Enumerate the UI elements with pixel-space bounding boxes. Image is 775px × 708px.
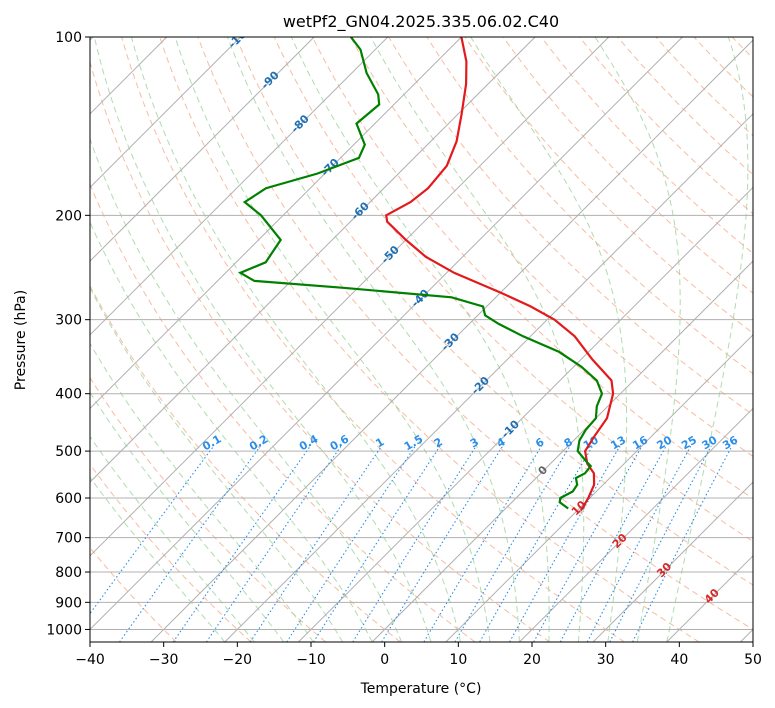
mixing-ratio-line xyxy=(286,445,416,642)
x-tick-label: −10 xyxy=(296,652,326,668)
x-tick-label: −30 xyxy=(149,652,179,668)
mixing-ratio-line xyxy=(632,445,733,642)
y-tick-label: 800 xyxy=(55,565,82,581)
plot-frame xyxy=(89,36,754,643)
y-axis-title: Pressure (hPa) xyxy=(13,290,29,390)
y-tick-label: 600 xyxy=(55,491,82,507)
x-tick-label: 40 xyxy=(670,652,688,668)
mixing-ratio-line xyxy=(454,445,571,642)
dry-adiabat xyxy=(311,37,753,500)
dry-adiabat xyxy=(121,37,625,642)
y-tick-label: 1000 xyxy=(46,622,82,638)
moist-adiabat xyxy=(93,37,432,642)
isotherm xyxy=(90,37,536,483)
moist-adiabat xyxy=(90,342,314,642)
isotherm xyxy=(90,37,241,189)
y-tick-label: 900 xyxy=(55,595,82,611)
chart-title: wetPf2_GN04.2025.335.06.02.C40 xyxy=(283,12,559,32)
y-tick-label: 500 xyxy=(55,444,82,460)
y-tick-label: 400 xyxy=(55,387,82,403)
x-tick-label: −20 xyxy=(223,652,253,668)
moist-adiabat xyxy=(90,435,255,642)
isotherm xyxy=(298,186,753,642)
dry-adiabat xyxy=(90,463,252,642)
y-axis-ticks: 1000 900 800 700 600 500 400 300 200 100 xyxy=(46,30,90,638)
moist-adiabat xyxy=(90,286,344,642)
moist-adiabat xyxy=(90,220,373,642)
isotherm xyxy=(90,37,315,262)
x-tick-label: −40 xyxy=(75,652,105,668)
dry-adiabat xyxy=(502,37,753,294)
mixing-ratio-line xyxy=(119,445,261,642)
x-tick-label: 50 xyxy=(744,652,762,668)
dry-adiabat xyxy=(273,37,753,543)
y-tick-label: 300 xyxy=(55,313,82,329)
isotherm xyxy=(592,481,753,642)
pressure-gridlines xyxy=(90,37,753,630)
moist-adiabat xyxy=(290,37,550,642)
isotherm xyxy=(371,260,753,642)
isotherm xyxy=(150,39,753,642)
isotherm xyxy=(90,37,610,557)
mixing-ratio-line xyxy=(423,445,542,642)
x-tick-label: 10 xyxy=(449,652,467,668)
y-tick-label: 100 xyxy=(55,30,82,46)
moist-adiabat xyxy=(130,37,461,642)
mixing-ratio-line xyxy=(249,445,383,642)
mixing-ratio-line xyxy=(509,445,621,642)
plot-area: -100-90-80-70-60-50-40-30-20-10010203040… xyxy=(90,37,753,642)
x-tick-label: 20 xyxy=(523,652,541,668)
x-tick-label: 30 xyxy=(597,652,615,668)
mixing-ratio-line xyxy=(172,445,311,642)
x-tick-label: 0 xyxy=(380,652,389,668)
isotherm xyxy=(445,334,753,642)
isotherm xyxy=(90,37,389,336)
dry-adiabat xyxy=(235,37,753,586)
isotherm xyxy=(90,37,683,631)
mixing-ratio-lines xyxy=(90,445,733,642)
dewpoint-profile-line xyxy=(237,37,604,510)
y-tick-label: 200 xyxy=(55,208,82,224)
moist-adiabat xyxy=(370,37,585,642)
dry-adiabat xyxy=(159,37,700,642)
moist-adiabat xyxy=(594,37,681,642)
dry-adiabat xyxy=(90,60,551,642)
mixing-ratio-line xyxy=(609,445,712,642)
dry-adiabat xyxy=(197,37,753,630)
isotherms xyxy=(90,37,753,642)
isotherm xyxy=(224,113,753,642)
mixing-ratio-line xyxy=(533,445,643,642)
x-axis-ticks: −40 −30 −20 −10 0 10 20 30 40 50 xyxy=(75,642,762,668)
moist-adiabat xyxy=(174,37,491,642)
moist-adiabat xyxy=(666,37,749,642)
mixing-ratio-line xyxy=(313,445,441,642)
moist-adiabat xyxy=(470,37,628,642)
mixing-ratio-line xyxy=(381,445,504,642)
mixing-ratio-line xyxy=(352,445,477,642)
y-tick-label: 700 xyxy=(55,531,82,547)
moist-adiabat xyxy=(90,391,285,642)
isotherm xyxy=(519,407,753,642)
temperature-profile-line xyxy=(384,37,615,512)
dry-adiabats xyxy=(90,37,753,642)
mixing-ratio-line xyxy=(205,445,342,642)
isotherm xyxy=(90,37,462,410)
x-axis-title: Temperature (°C) xyxy=(360,681,482,697)
moist-adiabat xyxy=(90,476,226,642)
dry-adiabat xyxy=(90,376,327,642)
moist-adiabat xyxy=(227,37,520,642)
